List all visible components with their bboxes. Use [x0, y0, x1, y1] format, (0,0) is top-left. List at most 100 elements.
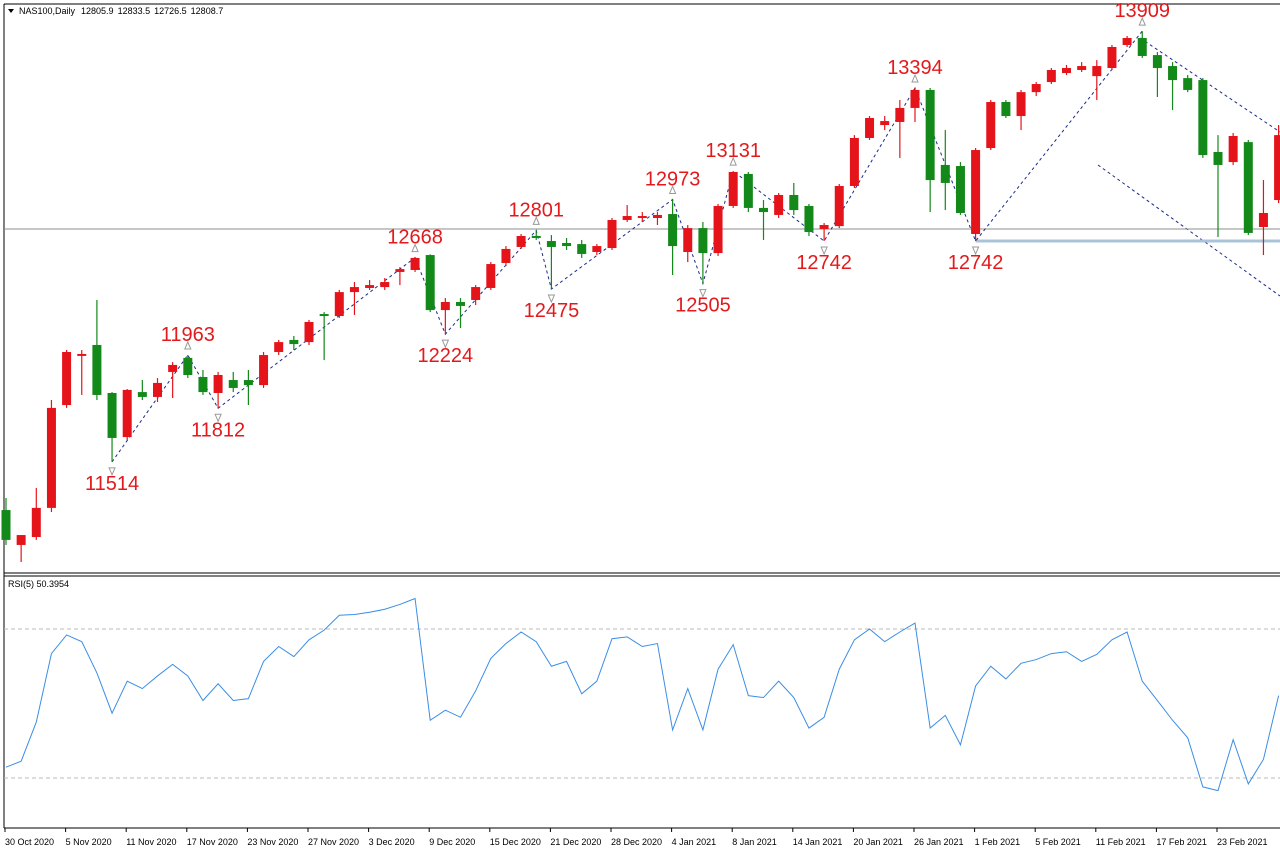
- x-tick-label: 5 Nov 2020: [66, 837, 112, 847]
- candle-body: [1228, 135, 1238, 163]
- x-tick-label: 15 Dec 2020: [490, 837, 541, 847]
- candle-body: [62, 351, 72, 406]
- candle-body: [456, 301, 465, 306]
- menu-arrow: [8, 9, 14, 13]
- pivot-label: 12505: [675, 295, 731, 317]
- candle-body: [304, 321, 314, 343]
- header: NAS100,Daily 12805.9 12833.5 12726.5 12808.7: [19, 6, 223, 16]
- candle-body: [31, 507, 41, 538]
- pivot-arrow: [547, 294, 556, 304]
- candle-body: [243, 380, 253, 386]
- symbol: NAS100,Daily: [19, 6, 76, 16]
- pivot-label: 12668: [387, 227, 443, 249]
- pivot-label: 12801: [508, 199, 564, 221]
- x-tick-label: 11 Feb 2021: [1096, 837, 1146, 847]
- x-tick-label: 30 Oct 2020: [5, 837, 54, 847]
- candle-body: [971, 150, 981, 235]
- candle-body: [259, 355, 269, 386]
- candle-body: [122, 389, 132, 438]
- candle-body: [834, 185, 844, 227]
- pivot-arrow: [532, 216, 541, 225]
- pivot-arrow: [820, 246, 828, 256]
- pivot-arrow: [411, 243, 419, 253]
- pivot-arrow: [911, 73, 919, 83]
- pivot-label: 12742: [948, 252, 1004, 274]
- candle-body: [668, 214, 678, 247]
- x-tick-label: 4 Jan 2021: [672, 837, 717, 847]
- pivot-arrow: [184, 340, 192, 350]
- pivot-arrow: [729, 156, 737, 166]
- candle-body: [1, 510, 11, 540]
- candle-body: [213, 375, 223, 393]
- candle-body: [622, 216, 632, 220]
- x-tick-label: 9 Dec 2020: [429, 837, 475, 847]
- candle-body: [698, 228, 708, 254]
- candle-body: [198, 376, 208, 393]
- x-tick-label: 28 Dec 2020: [611, 837, 662, 847]
- candle-body: [1152, 55, 1162, 69]
- candle-body: [940, 164, 950, 183]
- candle-body: [546, 241, 556, 247]
- pivot-label: 12224: [418, 345, 474, 367]
- candle-body: [395, 269, 405, 272]
- x-tick-label: 14 Jan 2021: [793, 837, 843, 847]
- x-tick-label: 27 Nov 2020: [308, 837, 359, 847]
- candle-body: [1107, 46, 1117, 69]
- candle-body: [531, 235, 541, 238]
- pivot-label: 11812: [191, 419, 245, 441]
- candle-body: [637, 216, 647, 219]
- candle-body: [410, 257, 420, 270]
- high-price: 12833.5: [118, 6, 151, 16]
- x-tick-label: 8 Jan 2021: [732, 837, 777, 847]
- candle-body: [1258, 212, 1268, 227]
- channel-line: [1139, 37, 1280, 133]
- candle-body: [183, 357, 193, 376]
- candle-body: [425, 255, 435, 311]
- pivot-label: 12475: [524, 300, 580, 322]
- candle-body: [774, 194, 784, 215]
- candle-body: [986, 102, 996, 149]
- candle-body: [516, 235, 526, 247]
- candle-body: [349, 287, 359, 293]
- candle-body: [365, 285, 375, 288]
- x-tick-label: 3 Dec 2020: [369, 837, 415, 847]
- candle-body: [607, 219, 617, 249]
- pivot-arrow: [108, 467, 116, 477]
- pivot-label: 13909: [1114, 0, 1170, 22]
- candle-body: [1122, 37, 1132, 46]
- candle-body: [334, 292, 344, 317]
- candle-body: [289, 339, 299, 345]
- candle-body: [1001, 102, 1011, 117]
- open-price: 12805.9: [81, 6, 114, 16]
- x-tick-label: 17 Feb 2021: [1156, 837, 1207, 847]
- candle-body: [925, 89, 935, 181]
- pivot-label: 12742: [796, 252, 852, 274]
- candle-body: [92, 344, 102, 395]
- x-tick-label: 1 Feb 2021: [975, 837, 1021, 847]
- rsi-title: RSI(5) 50.3954: [8, 579, 69, 589]
- rsi-line: [5, 597, 1280, 792]
- candle-body: [789, 194, 799, 211]
- x-tick-label: 20 Jan 2021: [853, 837, 903, 847]
- pivot-label: 13131: [705, 140, 761, 162]
- candle-body: [577, 244, 587, 254]
- x-tick-label: 5 Feb 2021: [1035, 837, 1081, 847]
- pivot-arrow: [668, 185, 677, 194]
- candle-body: [1137, 37, 1147, 56]
- candle-body: [880, 121, 890, 126]
- close-price: 12808.7: [191, 6, 224, 16]
- candle-body: [77, 353, 87, 356]
- candle-body: [759, 207, 768, 213]
- candle-body: [955, 166, 965, 213]
- x-tick-label: 26 Jan 2021: [914, 837, 964, 847]
- x-tick-label: 23 Nov 2020: [247, 837, 298, 847]
- candle-body: [1243, 142, 1253, 233]
- candle-body: [153, 382, 162, 397]
- candle-body: [471, 287, 481, 301]
- candle-body: [228, 380, 238, 388]
- x-tick-label: 11 Nov 2020: [126, 837, 176, 847]
- candle-body: [819, 225, 829, 229]
- candle-body: [501, 248, 511, 263]
- candle-body: [46, 407, 56, 508]
